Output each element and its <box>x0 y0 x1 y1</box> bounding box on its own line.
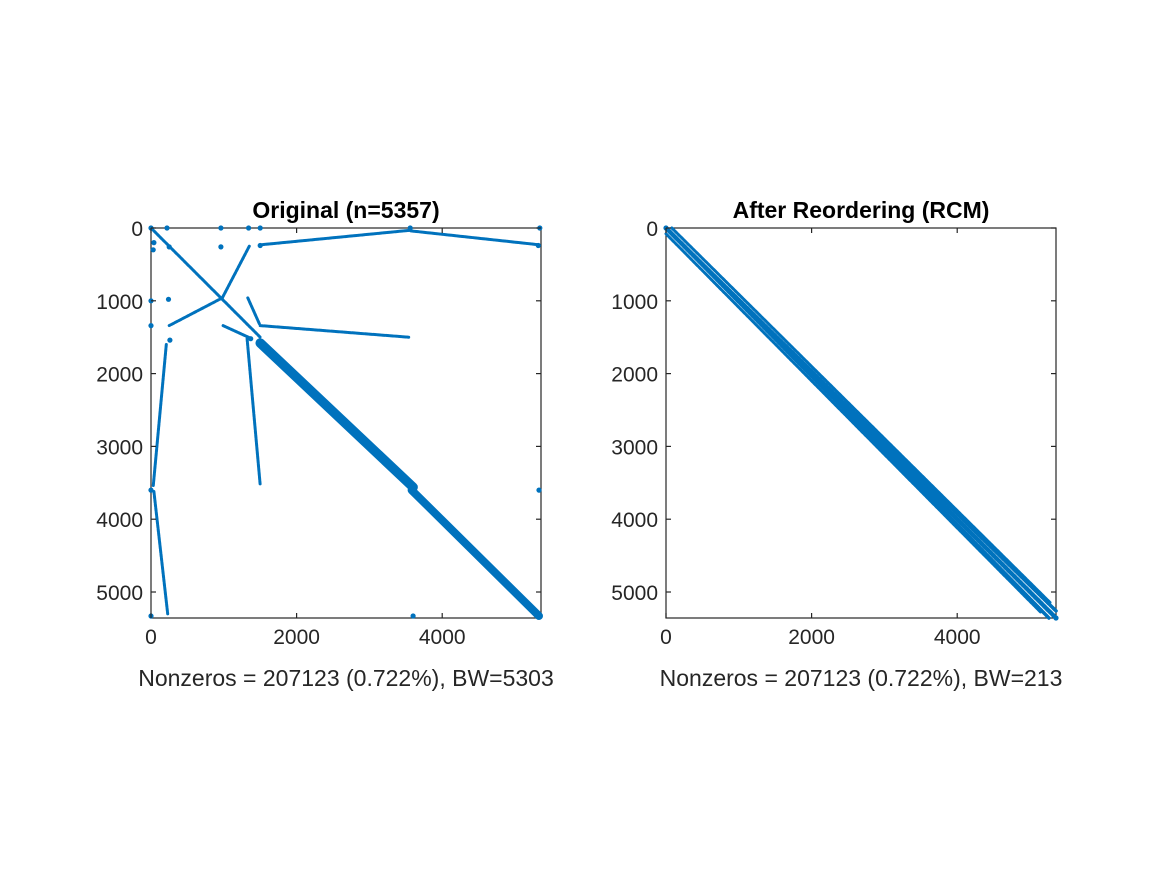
sparsity-segment-horizontal-arm <box>258 324 411 339</box>
plot-title-original: Original (n=5357) <box>252 197 439 223</box>
sparsity-segment-top-arc-right <box>409 229 540 247</box>
y-tick-label: 5000 <box>611 582 658 605</box>
sparsity-cluster-21 <box>536 613 542 619</box>
sparsity-cluster-17 <box>148 487 154 493</box>
sparsity-segment-left-column-upper <box>151 343 168 488</box>
sparsity-cluster-10 <box>246 225 252 231</box>
y-tick-label: 0 <box>131 218 143 241</box>
sparsity-marks-reordered <box>663 225 1059 621</box>
y-tick-label: 1000 <box>96 291 143 314</box>
sparsity-segment-main-diagonal-lower <box>407 486 543 620</box>
sparsity-segment-far-upper-band <box>670 226 1052 605</box>
sparsity-segment-branch-upper-right <box>246 296 261 326</box>
axes-reordered: After Reordering (RCM) 0 2000 4000 0 1000 200… <box>611 197 1062 691</box>
sparsity-cluster-9 <box>218 244 224 250</box>
x-tick-label: 0 <box>660 626 672 649</box>
ticks-reordered: 0 2000 4000 0 1000 2000 3000 4000 5000 <box>611 218 1056 649</box>
xlabel-reordered: Nonzeros = 207123 (0.722%), BW=213 <box>660 665 1063 691</box>
sparsity-cluster-11 <box>257 225 263 231</box>
sparsity-cluster-22 <box>260 341 266 348</box>
ticks-original: 0 2000 4000 0 1000 2000 3000 4000 5000 <box>96 218 541 649</box>
plot-title-reordered: After Reordering (RCM) <box>733 197 990 223</box>
x-tick-label: 2000 <box>273 626 320 649</box>
sparsity-segment-left-column-lower <box>152 490 170 616</box>
y-tick-label: 3000 <box>611 436 658 459</box>
x-tick-label: 2000 <box>788 626 835 649</box>
x-tick-label: 4000 <box>934 626 981 649</box>
y-tick-label: 0 <box>646 218 658 241</box>
sparsity-cluster-2 <box>150 247 156 253</box>
sparsity-segment-vertical-arm <box>245 337 262 487</box>
sparsity-cluster-12 <box>257 242 263 249</box>
sparsity-segment-main-diagonal-band <box>255 338 418 492</box>
sparsity-cluster-5 <box>166 244 172 250</box>
axes-original: Original (n=5357) 0 2000 4000 0 1000 2000 3000… <box>96 197 553 691</box>
sparsity-cluster-4 <box>164 225 170 231</box>
sparsity-cluster-7 <box>148 323 154 329</box>
sparsity-cluster-16 <box>167 337 173 343</box>
y-tick-label: 2000 <box>611 364 658 387</box>
sparsity-marks-original <box>148 225 543 620</box>
y-tick-label: 1000 <box>611 291 658 314</box>
sparsity-cluster-18 <box>536 487 542 493</box>
x-tick-label: 4000 <box>419 626 466 649</box>
y-tick-label: 2000 <box>96 364 143 387</box>
sparsity-segment-branch-center-to-left <box>167 296 224 328</box>
x-tick-label: 0 <box>145 626 157 649</box>
sparsity-cluster-15 <box>535 242 541 249</box>
y-tick-label: 4000 <box>96 509 143 532</box>
y-tick-label: 5000 <box>96 582 143 605</box>
sparsity-cluster-6 <box>165 296 172 302</box>
sparsity-segment-lower-band <box>664 226 1058 613</box>
sparsity-segment-branch-center-to-lower-right <box>221 324 252 340</box>
sparsity-cluster-19 <box>410 613 416 619</box>
sparsity-cluster-1 <box>1053 615 1059 621</box>
sparsity-cluster-8 <box>218 225 224 231</box>
xlabel-original: Nonzeros = 207123 (0.722%), BW=5303 <box>138 665 554 691</box>
y-tick-label: 3000 <box>96 436 143 459</box>
sparsity-segment-branch-to-center-from-top <box>220 244 251 300</box>
y-tick-label: 4000 <box>611 509 658 532</box>
sparsity-cluster-23 <box>248 336 254 342</box>
sparsity-segment-far-lower-band <box>664 232 1043 614</box>
sparsity-cluster-1 <box>151 240 157 246</box>
sparsity-segment-top-arc-left <box>260 228 413 247</box>
sparsity-cluster-13 <box>407 225 413 231</box>
